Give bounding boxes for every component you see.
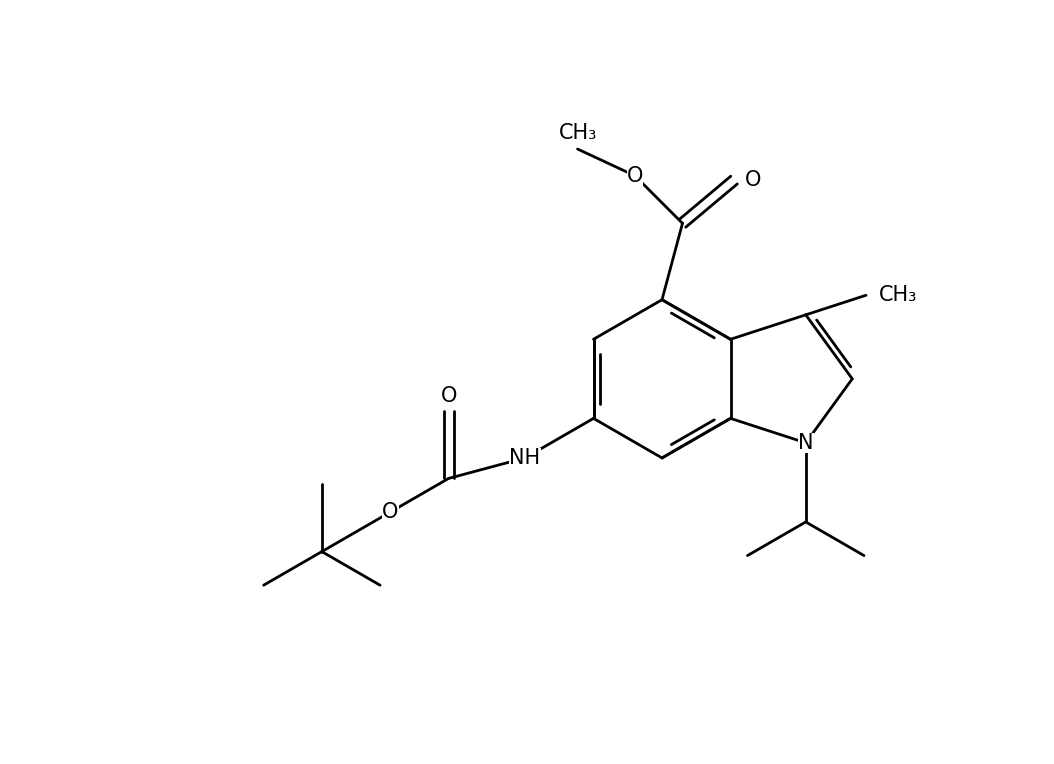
- Text: CH₃: CH₃: [559, 123, 597, 143]
- Text: CH₃: CH₃: [879, 285, 917, 306]
- Text: N: N: [798, 433, 814, 453]
- Text: O: O: [383, 502, 398, 522]
- Text: O: O: [744, 170, 761, 190]
- Text: O: O: [441, 386, 456, 406]
- Text: O: O: [627, 166, 643, 186]
- Text: NH: NH: [509, 448, 541, 468]
